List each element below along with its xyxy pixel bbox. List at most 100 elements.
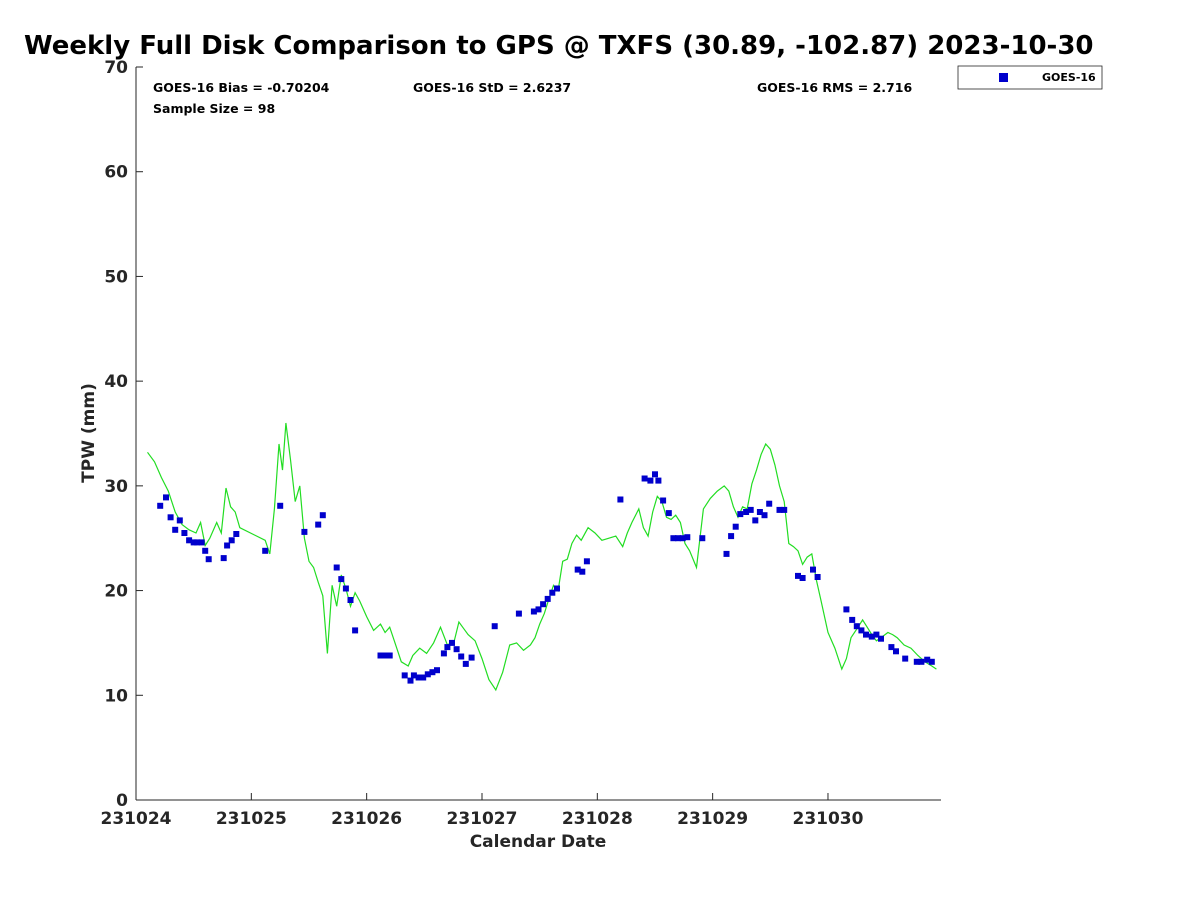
goes16-point (723, 550, 730, 557)
y-axis-label: TPW (mm) (79, 383, 99, 483)
goes16-point (176, 517, 183, 524)
y-tick-label: 70 (104, 58, 128, 78)
legend: GOES-16 (957, 65, 1103, 90)
goes16-point (202, 547, 209, 554)
goes16-point (233, 531, 240, 537)
goes16-point (440, 650, 447, 657)
goes16-point (420, 674, 427, 681)
goes16-point (342, 585, 349, 592)
chart-title: Weekly Full Disk Comparison to GPS @ TXF… (24, 31, 1094, 61)
bias-stat: GOES-16 Bias = -0.70204 (153, 80, 330, 95)
goes16-point (583, 558, 590, 565)
goes16-point (333, 564, 340, 571)
goes16-point (319, 512, 326, 519)
plot-area (136, 67, 941, 800)
goes16-point (679, 535, 686, 542)
goes16-point (429, 669, 436, 676)
goes16-point (315, 521, 322, 528)
goes16-point (407, 677, 414, 684)
goes16-point (198, 539, 205, 546)
goes16-point (186, 537, 193, 544)
goes16-point (675, 535, 681, 542)
x-tick-label: 231025 (216, 809, 287, 829)
goes16-point (382, 652, 389, 659)
goes16-point (224, 542, 231, 549)
x-tick-label: 231028 (562, 809, 633, 829)
rms-stat: GOES-16 RMS = 2.716 (757, 80, 912, 95)
legend-label-goes16: GOES-16 (1042, 71, 1096, 84)
goes16-point (868, 633, 875, 640)
goes16-point (410, 672, 417, 679)
goes16-point (163, 494, 169, 501)
goes16-point (878, 635, 884, 642)
goes16-point (853, 623, 860, 630)
x-tick-label: 231027 (446, 809, 517, 829)
goes16-point (228, 537, 235, 544)
goes16-point (468, 654, 475, 661)
goes16-point (776, 506, 783, 513)
goes16-point (172, 526, 179, 533)
goes16-point (902, 655, 909, 662)
goes16-point (849, 616, 856, 623)
goes16-point (262, 547, 269, 554)
goes16-point (743, 509, 750, 515)
goes16-point (544, 595, 551, 602)
sample-size-stat: Sample Size = 98 (153, 101, 275, 116)
goes16-point (338, 576, 345, 583)
goes16-point (752, 517, 759, 524)
goes16-point (574, 566, 581, 573)
goes16-point (655, 477, 662, 484)
goes16-point (781, 506, 788, 513)
goes16-point (535, 606, 542, 613)
goes16-point (301, 528, 308, 535)
y-tick-label: 30 (104, 477, 128, 497)
goes16-point (190, 539, 197, 546)
goes16-point (554, 585, 560, 592)
goes16-point (858, 627, 865, 634)
goes16-point (377, 652, 384, 659)
goes16-point (220, 555, 227, 562)
goes16-point (732, 523, 739, 530)
goes16-point (181, 530, 188, 536)
goes16-point (647, 477, 654, 484)
goes16-point (814, 574, 821, 580)
goes16-point (157, 502, 164, 509)
goes16-point (737, 511, 744, 518)
goes16-point (386, 652, 393, 659)
y-tick-label: 50 (104, 267, 128, 287)
goes16-point (924, 656, 931, 663)
goes16-point (194, 539, 201, 546)
goes16-point (549, 589, 556, 596)
goes16-point (444, 644, 451, 651)
y-tick-label: 0 (116, 791, 128, 811)
x-tick-label: 231029 (677, 809, 748, 829)
goes16-point (491, 623, 498, 630)
goes16-point (641, 475, 648, 482)
goes16-point (424, 671, 431, 678)
goes16-point (810, 566, 816, 573)
goes16-point (352, 627, 359, 634)
legend-box (957, 65, 1103, 90)
goes16-point (670, 535, 677, 542)
goes16-point (617, 496, 624, 503)
goes16-point (515, 610, 522, 617)
goes16-point (893, 648, 899, 655)
goes16-point (799, 575, 806, 581)
y-tick-label: 60 (104, 163, 128, 183)
goes16-point (795, 572, 801, 579)
goes16-point (458, 653, 465, 660)
legend-marker-goes16 (999, 73, 1008, 82)
goes16-point (766, 500, 773, 507)
goes16-point (401, 672, 408, 679)
goes16-point (652, 471, 658, 478)
y-tick-label: 20 (104, 582, 128, 602)
goes16-point (918, 658, 925, 665)
x-tick-label: 231026 (331, 809, 402, 829)
goes16-point (453, 646, 460, 653)
goes16-point (277, 502, 284, 509)
goes16-point (434, 667, 440, 674)
goes16-point (888, 644, 895, 651)
goes16-point (449, 639, 455, 646)
goes16-point (347, 597, 354, 603)
